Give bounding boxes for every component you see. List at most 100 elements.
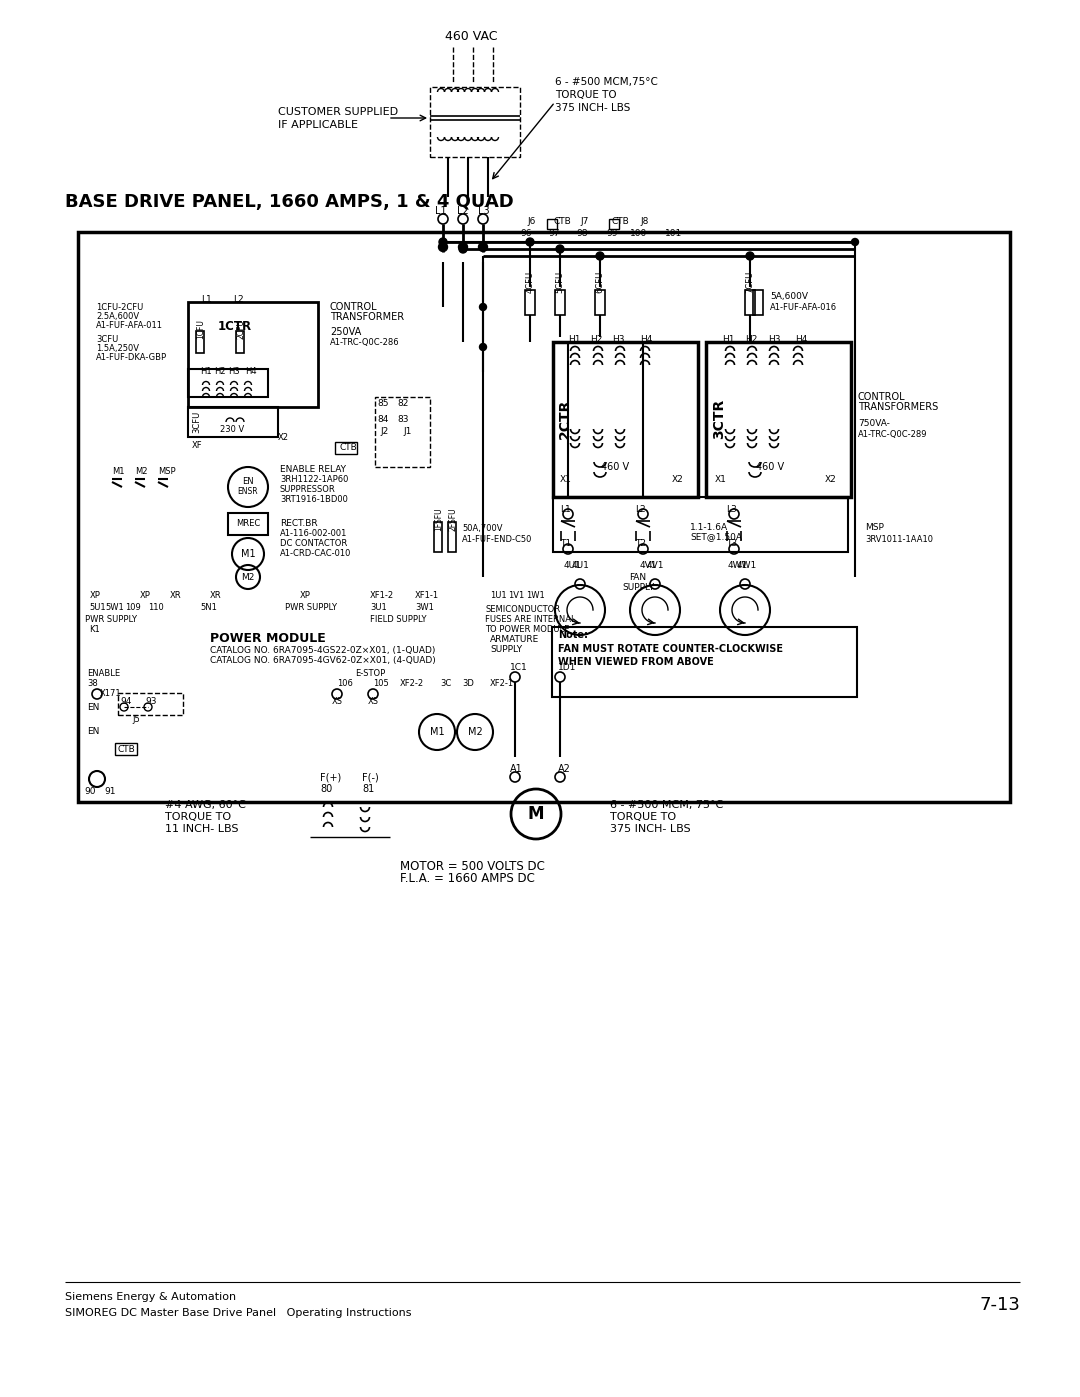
Text: IF APPLICABLE: IF APPLICABLE <box>278 120 357 130</box>
Text: XP: XP <box>300 591 311 599</box>
Text: 460 V: 460 V <box>600 462 629 472</box>
Text: 3C: 3C <box>440 679 451 687</box>
Bar <box>525 289 535 314</box>
Text: 3RH1122-1AP60: 3RH1122-1AP60 <box>280 475 349 483</box>
Text: POWER MODULE: POWER MODULE <box>210 633 326 645</box>
Text: L1: L1 <box>561 506 570 514</box>
Text: Siemens Energy & Automation: Siemens Energy & Automation <box>65 1292 237 1302</box>
Text: TRANSFORMER: TRANSFORMER <box>330 312 404 321</box>
Text: 11 INCH- LBS: 11 INCH- LBS <box>165 824 239 834</box>
Text: Note:: Note: <box>558 630 588 640</box>
Text: 3W1: 3W1 <box>415 602 434 612</box>
Text: TORQUE TO: TORQUE TO <box>555 89 617 101</box>
Circle shape <box>478 214 488 224</box>
Text: EN: EN <box>87 728 99 736</box>
Text: XF: XF <box>192 440 203 450</box>
Text: H1: H1 <box>723 334 734 344</box>
Bar <box>195 331 204 353</box>
Text: #4 AWG, 60°C: #4 AWG, 60°C <box>165 800 246 810</box>
Text: 5N1: 5N1 <box>200 602 217 612</box>
Text: X1: X1 <box>561 475 572 483</box>
Text: 2CFU: 2CFU <box>237 319 245 339</box>
Text: CONTROL: CONTROL <box>330 302 378 312</box>
Text: 84: 84 <box>377 415 389 423</box>
Text: 2FSFU: 2FSFU <box>448 507 457 531</box>
Circle shape <box>459 243 468 251</box>
Text: 4CFU: 4CFU <box>526 271 535 293</box>
Bar <box>430 87 519 156</box>
Text: 85: 85 <box>377 398 389 408</box>
Text: X2: X2 <box>672 475 684 483</box>
Text: CTB: CTB <box>118 745 136 753</box>
Text: 106: 106 <box>337 679 353 687</box>
Text: CONTROL: CONTROL <box>858 393 906 402</box>
Text: X2: X2 <box>278 433 289 441</box>
Text: CTB: CTB <box>612 217 630 225</box>
Circle shape <box>746 251 754 260</box>
Text: 3D: 3D <box>462 679 474 687</box>
Text: 3RV1011-1AA10: 3RV1011-1AA10 <box>865 535 933 543</box>
Text: M2: M2 <box>241 573 255 581</box>
Text: 50A,700V: 50A,700V <box>462 524 502 534</box>
Text: FIELD SUPPLY: FIELD SUPPLY <box>370 615 427 623</box>
Text: T1: T1 <box>561 539 571 549</box>
Bar <box>118 693 183 715</box>
Text: L2: L2 <box>457 205 469 217</box>
Text: 1U1: 1U1 <box>490 591 507 599</box>
Bar <box>237 331 244 353</box>
Bar <box>188 302 318 407</box>
Text: 250VA: 250VA <box>330 327 361 337</box>
Text: ENABLE RELAY: ENABLE RELAY <box>280 464 346 474</box>
Text: XF2-1: XF2-1 <box>490 679 514 687</box>
Text: J2: J2 <box>380 427 388 436</box>
Text: 2.5A,600V: 2.5A,600V <box>96 312 139 320</box>
Text: L1: L1 <box>435 205 447 217</box>
Text: 3CFU: 3CFU <box>192 411 201 433</box>
Circle shape <box>526 237 534 246</box>
Text: XP: XP <box>90 591 100 599</box>
Text: H2: H2 <box>590 334 603 344</box>
Bar <box>595 289 605 314</box>
Text: 100: 100 <box>630 229 647 239</box>
Text: 4W1: 4W1 <box>737 560 757 570</box>
Text: 1V1: 1V1 <box>508 591 524 599</box>
Text: SUPPLY: SUPPLY <box>490 644 522 654</box>
Text: CATALOG NO. 6RA7095-4GV62-0Z×X01, (4-QUAD): CATALOG NO. 6RA7095-4GV62-0Z×X01, (4-QUA… <box>210 657 435 665</box>
Text: 4V1: 4V1 <box>640 560 658 570</box>
Bar <box>553 497 848 552</box>
Text: 6 - #500 MCM, 75°C: 6 - #500 MCM, 75°C <box>610 800 724 810</box>
Text: L3: L3 <box>478 205 489 217</box>
Text: 94: 94 <box>120 697 132 705</box>
Text: 97: 97 <box>548 229 559 239</box>
Text: EN: EN <box>87 703 99 711</box>
Text: 3RT1916-1BD00: 3RT1916-1BD00 <box>280 495 348 503</box>
Text: XF2-2: XF2-2 <box>400 679 424 687</box>
Text: XR: XR <box>170 591 181 599</box>
Text: SIMOREG DC Master Base Drive Panel   Operating Instructions: SIMOREG DC Master Base Drive Panel Opera… <box>65 1308 411 1317</box>
Bar <box>228 513 268 535</box>
Text: H3: H3 <box>228 367 240 377</box>
Text: 6 - #500 MCM,75°C: 6 - #500 MCM,75°C <box>555 77 658 87</box>
Text: 1C1: 1C1 <box>510 662 528 672</box>
Text: 750VA-: 750VA- <box>858 419 890 427</box>
Text: BASE DRIVE PANEL, 1660 AMPS, 1 & 4 QUAD: BASE DRIVE PANEL, 1660 AMPS, 1 & 4 QUAD <box>65 193 514 211</box>
Text: H4: H4 <box>795 334 808 344</box>
Text: A1-CRD-CAC-010: A1-CRD-CAC-010 <box>280 549 351 557</box>
Text: XP: XP <box>140 591 151 599</box>
Text: A2: A2 <box>558 764 571 774</box>
Text: X2: X2 <box>825 475 837 483</box>
Text: XF1-1: XF1-1 <box>415 591 440 599</box>
Text: 2CTR: 2CTR <box>558 398 572 439</box>
Text: M2: M2 <box>468 726 483 738</box>
Text: 1CFU: 1CFU <box>195 319 205 339</box>
Text: 110: 110 <box>148 602 164 612</box>
Text: M1: M1 <box>112 467 124 475</box>
Text: 101: 101 <box>665 229 683 239</box>
Text: H4: H4 <box>640 334 652 344</box>
Text: 99: 99 <box>606 229 618 239</box>
Text: A1: A1 <box>510 764 523 774</box>
Bar <box>188 407 278 437</box>
Text: 1.5A,250V: 1.5A,250V <box>96 345 139 353</box>
Text: MSP: MSP <box>865 522 883 531</box>
Text: 82: 82 <box>397 398 408 408</box>
